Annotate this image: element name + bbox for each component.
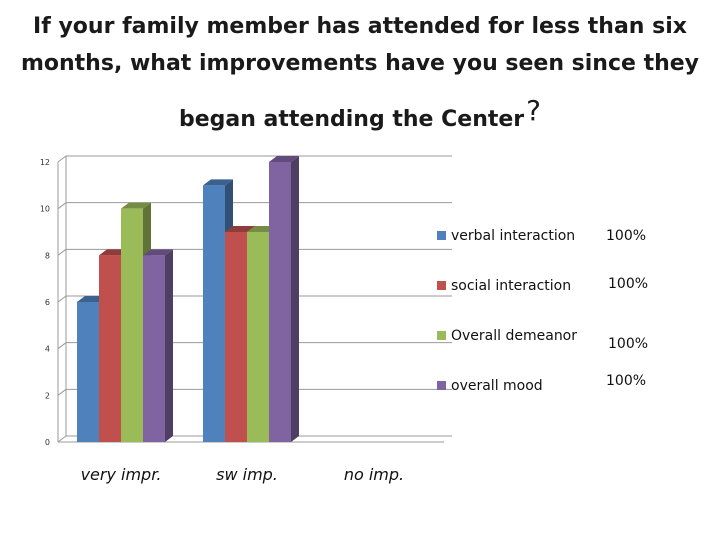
bar (269, 156, 299, 442)
bar-front (121, 208, 143, 442)
bar-front (269, 162, 291, 442)
legend-item: verbal interaction (437, 228, 575, 244)
bar-front (203, 185, 225, 443)
bar-top (269, 156, 299, 162)
legend-label: social interaction (451, 278, 571, 294)
legend-label: overall mood (451, 378, 543, 394)
x-tick-label: sw imp. (216, 465, 278, 484)
legend-label: verbal interaction (451, 228, 575, 244)
y-tick-label: 2 (45, 391, 50, 400)
bar-top (225, 226, 255, 232)
gridline-depth (57, 248, 67, 256)
legend-percent: 100% (606, 373, 647, 389)
y-tick-label: 10 (40, 205, 50, 214)
bar-front (99, 255, 121, 442)
legend-percent: 100% (606, 228, 647, 244)
bar-side (291, 156, 299, 442)
bar (143, 249, 173, 442)
bar-top (143, 249, 173, 256)
y-tick-label: 4 (45, 345, 50, 354)
legend-swatch (437, 381, 446, 390)
bar-top (203, 179, 233, 186)
legend-swatch (437, 331, 446, 340)
title-line-3: began attending the Center (178, 107, 525, 132)
legend-label: Overall demeanor (451, 328, 577, 344)
gridline-depth (57, 202, 67, 210)
bar-top (121, 202, 151, 209)
bar-front (77, 302, 99, 442)
chart-title: If your family member has attended for l… (20, 8, 700, 138)
y-tick-label: 0 (45, 438, 50, 447)
legend-item: overall mood (437, 378, 543, 394)
legend-item: social interaction (437, 278, 571, 294)
title-question-mark: ? (526, 94, 542, 127)
legend-swatch (437, 281, 446, 290)
title-line-1: If your family member has attended for l… (33, 14, 687, 39)
bar-side (165, 249, 173, 442)
y-tick-label: 6 (45, 298, 50, 307)
legend-percent: 100% (608, 276, 649, 292)
x-tick-label: no imp. (344, 465, 404, 484)
gridline-depth (57, 342, 67, 350)
legend-percent: 100% (608, 336, 649, 352)
y-tick-label: 8 (45, 251, 50, 260)
x-tick-label: very impr. (81, 465, 162, 484)
bar-front (247, 232, 269, 442)
gridline-depth (57, 295, 67, 303)
legend-swatch (437, 231, 446, 240)
title-line-2: months, what improvements have you seen … (20, 51, 700, 76)
y-tick-label: 12 (40, 158, 50, 167)
bar-front (225, 232, 247, 442)
gridline-depth (57, 435, 67, 443)
gridline-depth (57, 155, 67, 163)
bar-front (143, 255, 165, 442)
legend-item: Overall demeanor (437, 328, 577, 344)
gridline-depth (57, 388, 67, 396)
